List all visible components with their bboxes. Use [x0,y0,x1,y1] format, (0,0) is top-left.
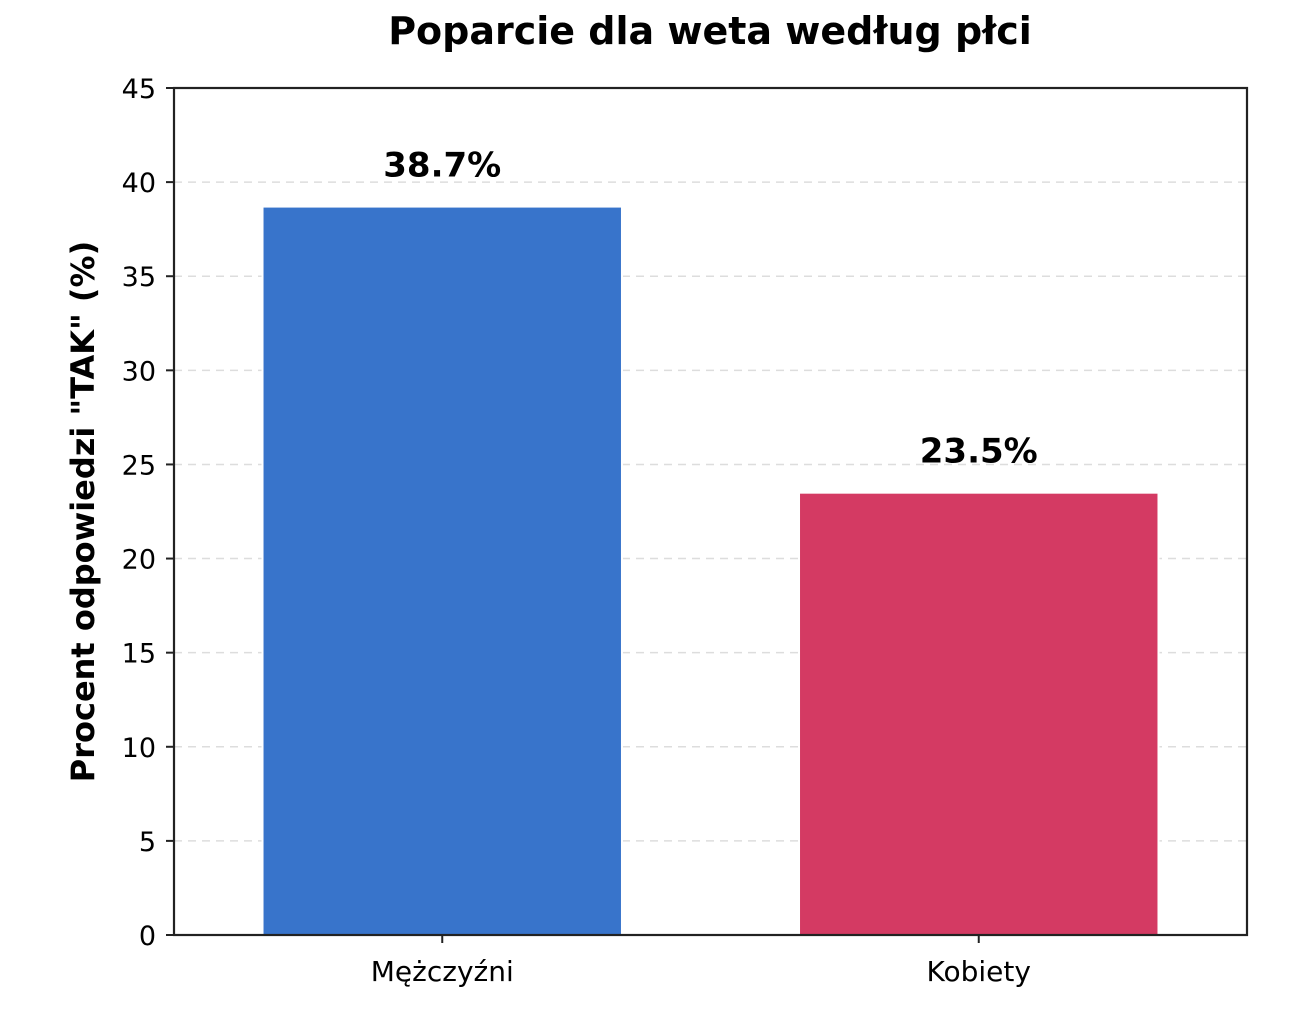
bars [261,205,1160,936]
x-tick-label: Kobiety [927,955,1031,988]
bar-value-label: 23.5% [920,432,1038,472]
y-tick-label: 10 [122,733,156,764]
y-tick-label: 20 [122,545,156,576]
bar [798,491,1160,936]
chart-title: Poparcie dla weta według płci [388,9,1032,53]
y-tick-label: 5 [139,827,156,858]
y-axis-ticks: 0 5 10 15 20 25 30 35 40 45 [122,74,174,952]
bar [261,205,623,936]
y-tick-label: 40 [122,168,156,199]
y-tick-label: 35 [122,262,156,293]
bar-value-label: 38.7% [383,146,501,186]
y-tick-label: 0 [139,921,156,952]
x-tick-label: Mężczyźni [371,955,514,988]
y-axis-label: Procent odpowiedzi "TAK" (%) [64,241,102,782]
y-tick-label: 25 [122,450,156,481]
plot-frame [172,86,1249,937]
x-axis-ticks: Mężczyźni Kobiety [371,935,1031,988]
y-tick-label: 30 [122,356,156,387]
y-tick-label: 45 [122,74,156,105]
grid-lines [174,181,1247,842]
y-tick-label: 15 [122,639,156,670]
data-labels: 38.7% 23.5% [383,146,1037,472]
